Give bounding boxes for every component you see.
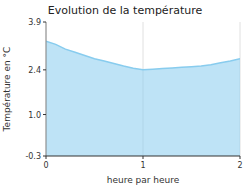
y-tick-label: -0.3: [25, 152, 41, 161]
line: [46, 41, 240, 70]
y-tick: [43, 22, 46, 23]
x-axis-label: heure par heure: [107, 175, 180, 185]
y-axis-label: Température en °C: [2, 47, 12, 133]
plot-area: [46, 41, 240, 156]
y-tick: [43, 114, 46, 115]
x-tick-label: 2: [237, 161, 242, 170]
x-tick: [240, 156, 241, 159]
y-tick-label: 3.9: [28, 18, 41, 27]
y-tick: [43, 69, 46, 70]
y-tick-label: 1.0: [28, 111, 41, 120]
grid-line: [46, 22, 47, 156]
area: [46, 41, 240, 156]
y-tick: [43, 156, 46, 157]
chart: 0 1 2 -0.3 1.0 2.4 3.9 Evolution de la températ…: [0, 0, 250, 188]
chart-container: 0 1 2 -0.3 1.0 2.4 3.9 Evolution de la températ…: [0, 0, 250, 188]
x-tick: [143, 156, 144, 159]
y-tick-label: 2.4: [28, 66, 41, 75]
x-tick-label: 0: [43, 161, 48, 170]
x-tick-label: 1: [140, 161, 145, 170]
y-axis-line: [46, 22, 47, 156]
title: Evolution de la température: [48, 4, 203, 17]
